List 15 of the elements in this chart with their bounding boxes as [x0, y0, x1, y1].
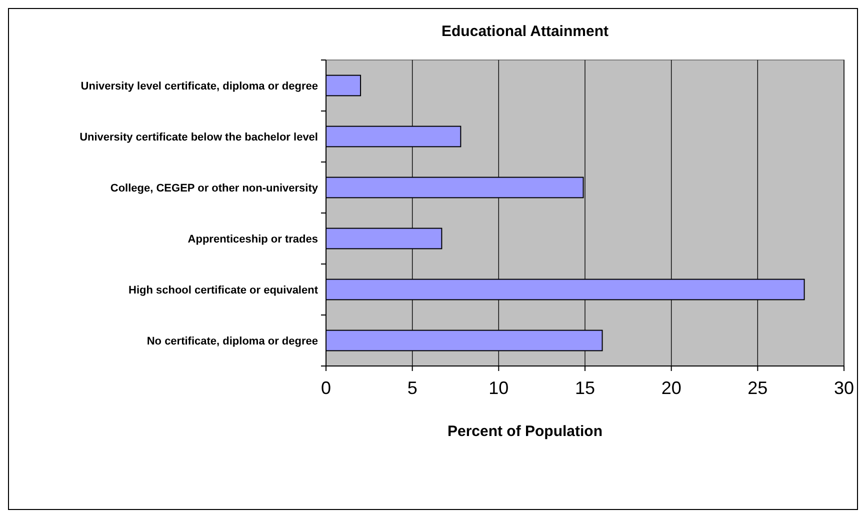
y-tick-label: No certificate, diploma or degree — [146, 335, 318, 348]
y-tick-label: Apprenticeship or trades — [188, 233, 318, 246]
x-tick-label: 20 — [661, 378, 682, 398]
x-axis-title: Percent of Population — [447, 423, 603, 440]
y-tick-label: High school certificate or equivalent — [128, 284, 318, 296]
x-tick-label: 0 — [320, 378, 332, 398]
x-tick-label: 5 — [407, 378, 418, 398]
x-tick-label: 30 — [834, 378, 854, 398]
x-tick-label: 15 — [574, 378, 596, 398]
chart-title: Educational Attainment — [442, 23, 608, 40]
y-tick-label: University certificate below the bachelor level — [80, 131, 318, 144]
y-tick-label: University level certificate, diploma or degree — [80, 80, 318, 92]
y-tick-label: College, CEGEP or other non-university — [110, 182, 319, 194]
x-tick-label: 10 — [488, 378, 509, 398]
x-tick-label: 25 — [748, 378, 768, 398]
